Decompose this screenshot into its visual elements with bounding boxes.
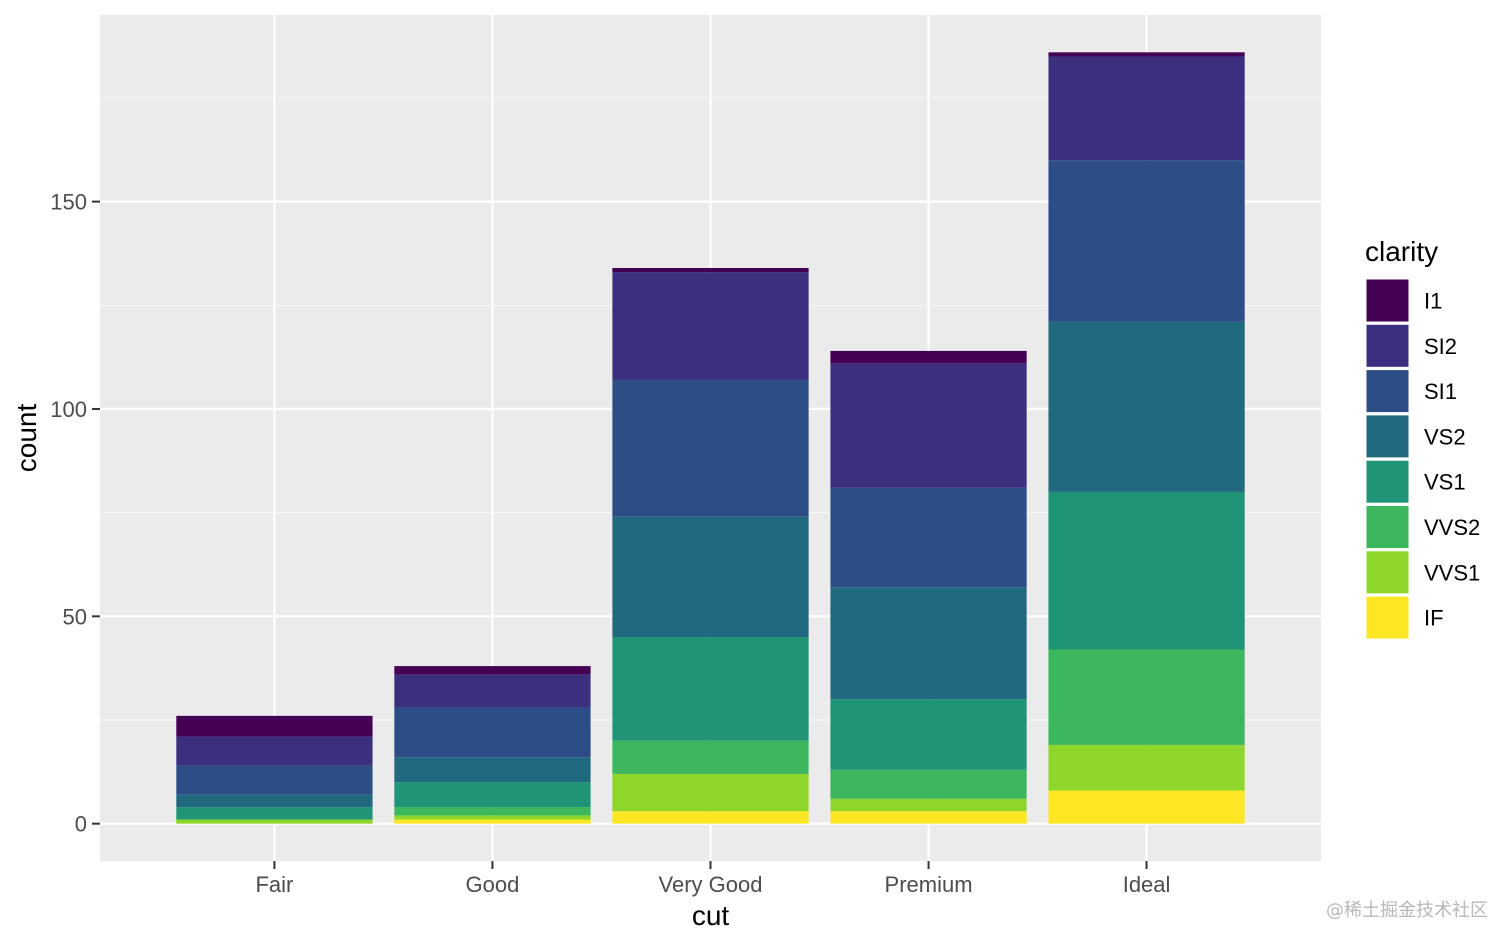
- bar-segment-fair-vs1: [176, 807, 373, 820]
- bar-segment-ideal-vvs1: [1048, 744, 1245, 791]
- x-tick-label: Good: [466, 872, 520, 897]
- bar-segment-very-good-i1: [612, 267, 809, 273]
- bar-segment-fair-si2: [176, 736, 373, 766]
- legend-label: VVS1: [1424, 560, 1480, 585]
- legend: clarity I1 SI2 SI1 VS2 VS1 VVS2 VVS1 IF: [1365, 236, 1480, 640]
- legend-key-if: [1365, 595, 1410, 640]
- bar-segment-fair-si1: [176, 765, 373, 795]
- bar-segment-very-good-si1: [612, 379, 809, 517]
- bar-segment-ideal-if: [1048, 790, 1245, 824]
- bar-segment-good-si2: [394, 674, 591, 708]
- bar-segment-premium-si1: [830, 487, 1027, 588]
- bar-segment-very-good-vvs2: [612, 740, 809, 774]
- legend-key-vvs1: [1365, 550, 1410, 595]
- bar-segment-very-good-si2: [612, 272, 809, 380]
- bar-segment-good-vvs1: [394, 815, 591, 820]
- bar-segment-very-good-vs2: [612, 516, 809, 638]
- y-tick-label: 150: [50, 190, 87, 215]
- bar-segment-ideal-si1: [1048, 160, 1245, 322]
- bar-segment-ideal-vs2: [1048, 321, 1245, 492]
- bar-segment-premium-i1: [830, 350, 1027, 364]
- legend-key-vvs2: [1365, 505, 1410, 549]
- bar-segment-premium-vs2: [830, 587, 1027, 700]
- legend-key-vs2: [1365, 414, 1410, 459]
- legend-label: I1: [1424, 289, 1442, 314]
- legend-key-vs1: [1365, 459, 1410, 504]
- legend-label: VS1: [1424, 470, 1466, 495]
- bar-segment-good-vs2: [394, 757, 591, 783]
- y-tick-label: 0: [75, 812, 87, 837]
- x-tick-label: Very Good: [659, 872, 763, 897]
- legend-label: SI2: [1424, 334, 1457, 359]
- legend-label: VVS2: [1424, 515, 1480, 540]
- y-axis: 0 50 100 150: [50, 190, 100, 837]
- legend-label: VS2: [1424, 424, 1466, 449]
- x-axis-title: cut: [692, 900, 730, 931]
- legend-title: clarity: [1365, 236, 1438, 267]
- bar-segment-very-good-if: [612, 811, 809, 824]
- legend-key-si1: [1365, 369, 1410, 414]
- bar-segment-ideal-i1: [1048, 52, 1245, 57]
- bar-segment-fair-i1: [176, 715, 373, 737]
- bar-segment-good-si1: [394, 707, 591, 758]
- legend-key-i1: [1365, 278, 1410, 323]
- bar-segment-premium-if: [830, 811, 1027, 824]
- y-tick-label: 100: [50, 397, 87, 422]
- legend-label: SI1: [1424, 379, 1457, 404]
- bar-segment-good-vs1: [394, 782, 591, 808]
- bar-segment-good-i1: [394, 666, 591, 675]
- bar-segment-premium-si2: [830, 363, 1027, 488]
- bar-segment-fair-vs2: [176, 794, 373, 808]
- legend-key-si2: [1365, 323, 1410, 368]
- y-axis-title: count: [11, 404, 42, 473]
- x-tick-label: Premium: [885, 872, 973, 897]
- bar-segment-good-vvs2: [394, 807, 591, 816]
- x-axis: Fair Good Very Good Premium Ideal: [255, 861, 1170, 897]
- bar-segments: [176, 52, 1245, 824]
- x-tick-label: Ideal: [1123, 872, 1171, 897]
- bar-segment-ideal-si2: [1048, 56, 1245, 161]
- legend-label: IF: [1424, 606, 1444, 631]
- y-tick-label: 50: [63, 604, 87, 629]
- bar-segment-fair-vvs1: [176, 819, 373, 824]
- bar-segment-premium-vvs1: [830, 798, 1027, 812]
- bar-segment-very-good-vvs1: [612, 773, 809, 812]
- bar-segment-ideal-vs1: [1048, 491, 1245, 650]
- bar-segment-ideal-vvs2: [1048, 649, 1245, 745]
- bar-segment-good-if: [394, 819, 591, 824]
- watermark-text: @稀土掘金技术社区: [1326, 900, 1488, 921]
- bar-segment-premium-vs1: [830, 699, 1027, 770]
- bar-segment-very-good-vs1: [612, 637, 809, 741]
- bar-segment-premium-vvs2: [830, 769, 1027, 799]
- x-tick-label: Fair: [255, 872, 293, 897]
